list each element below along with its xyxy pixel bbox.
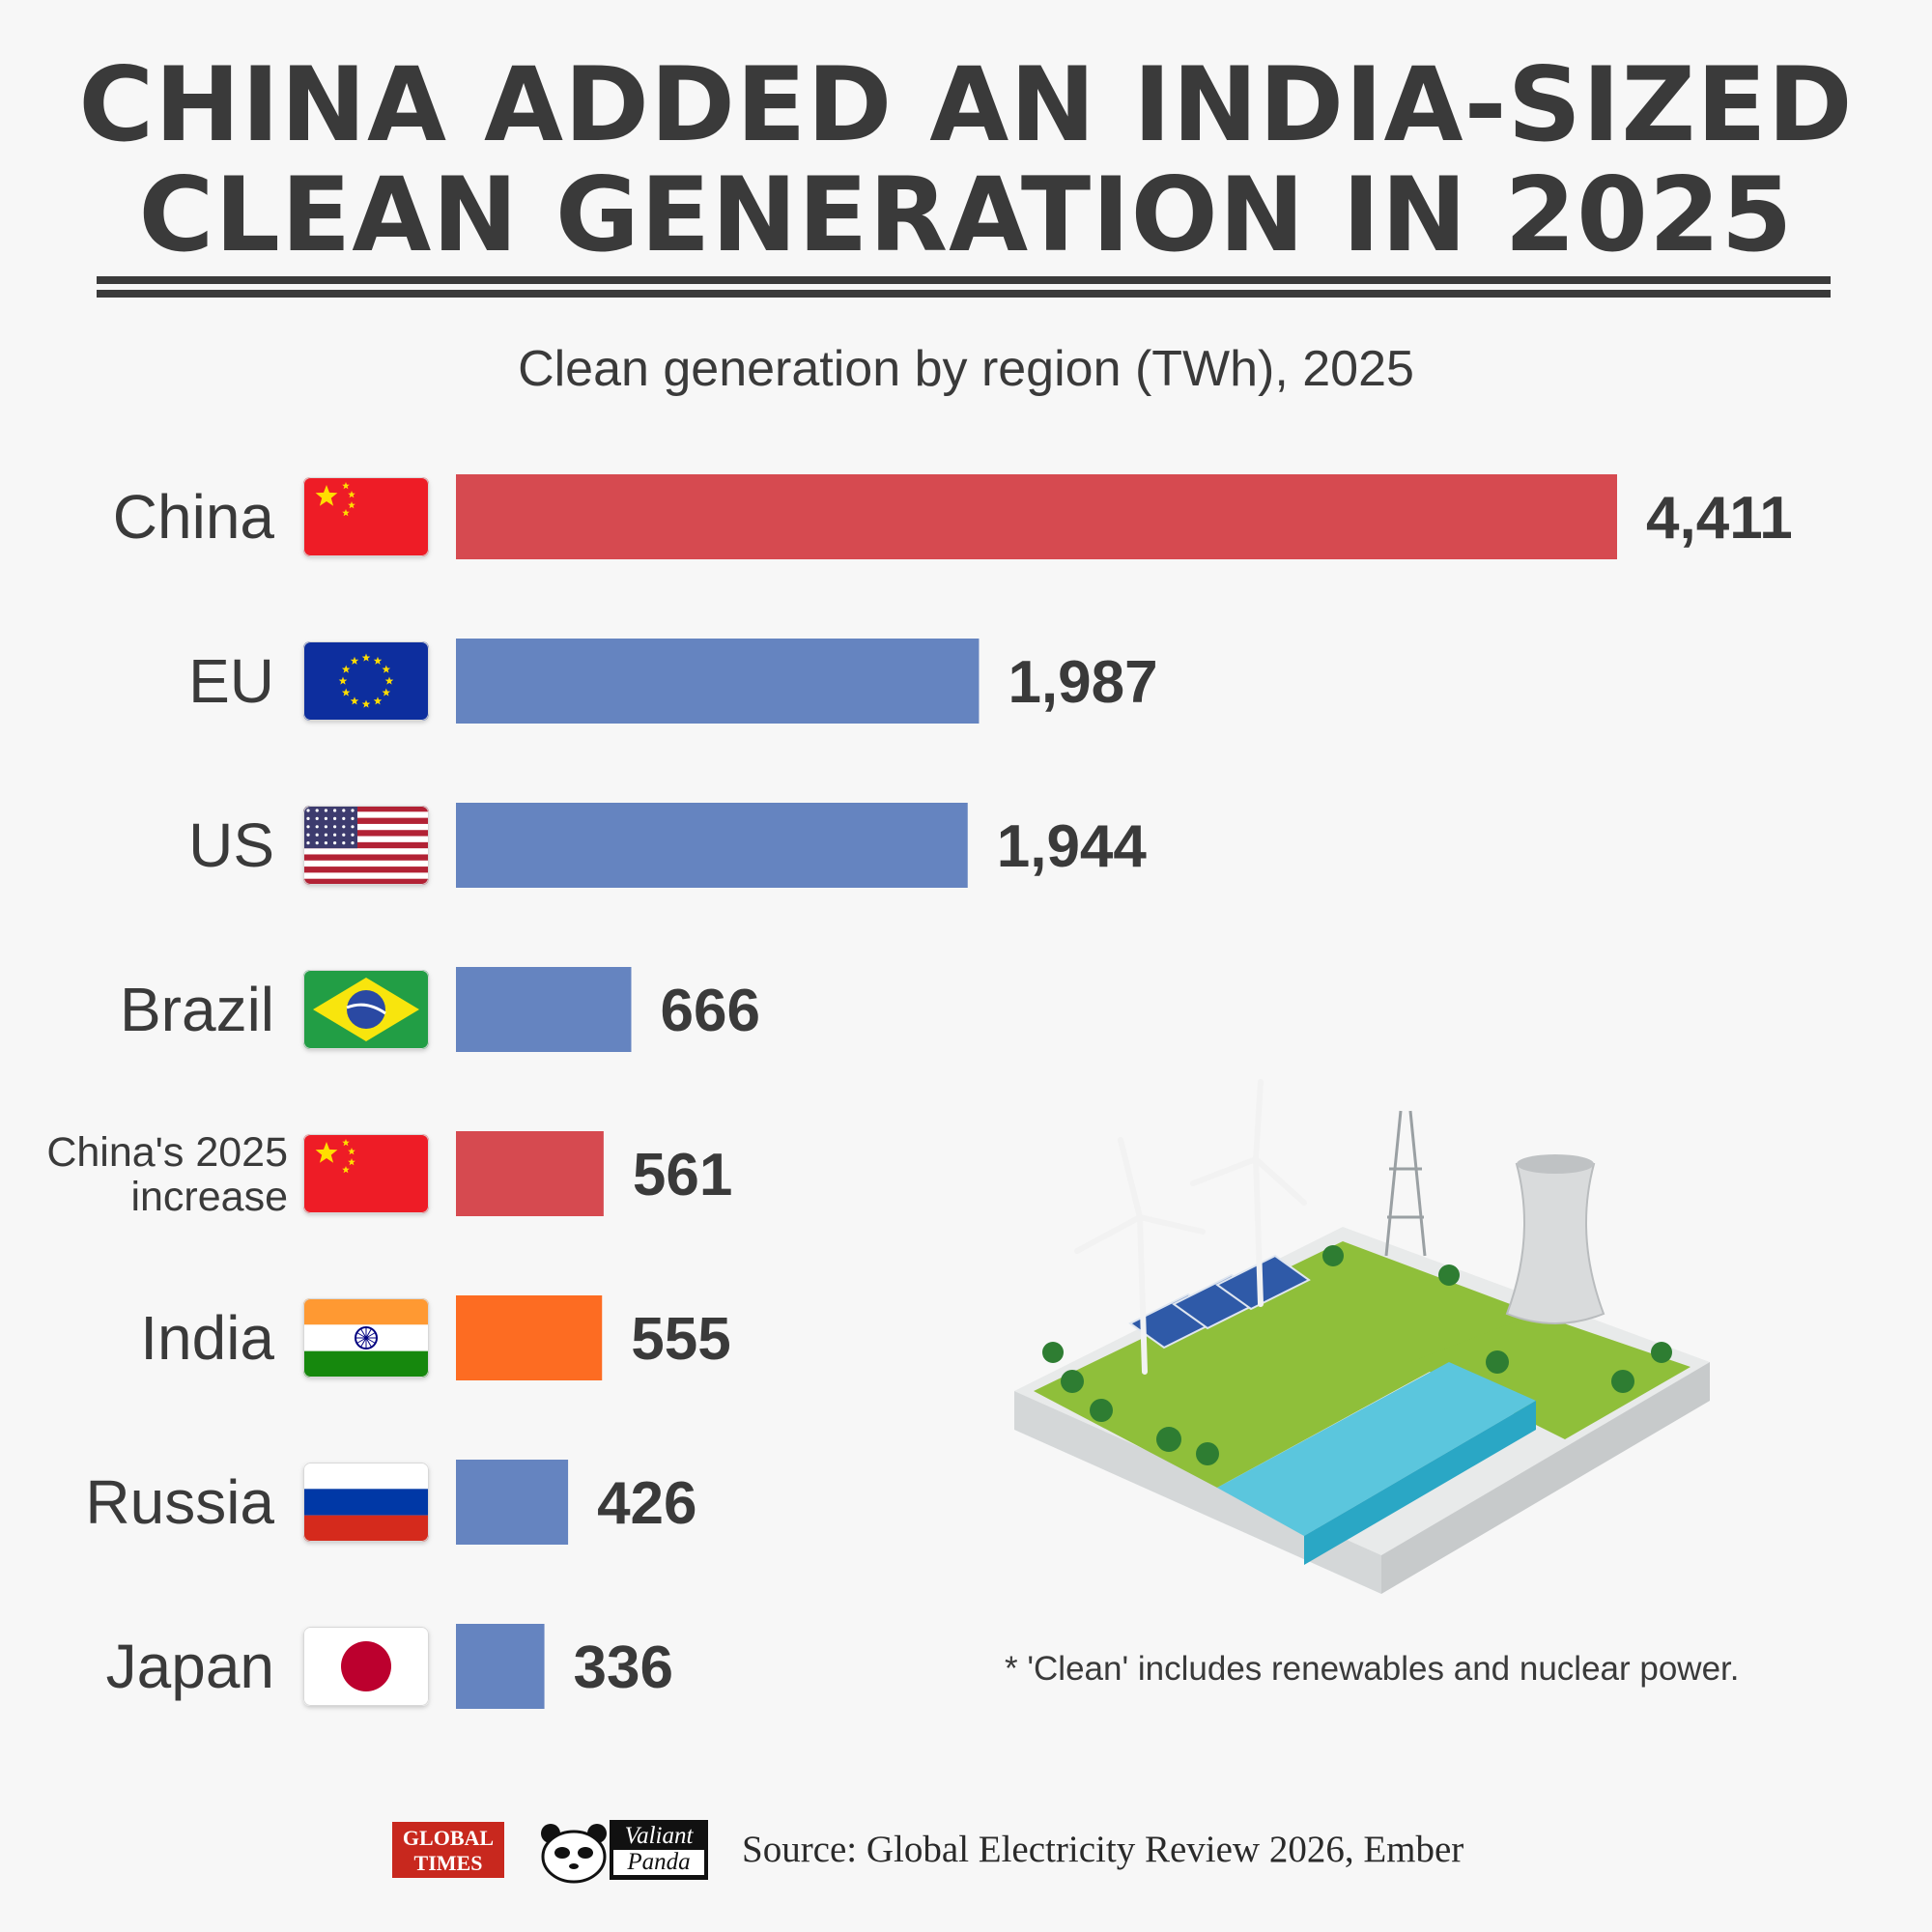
value-label: 555 — [631, 1306, 730, 1373]
russia-flag-icon — [303, 1463, 429, 1542]
brazil-flag-icon — [303, 970, 429, 1049]
category-label: Japan — [106, 1632, 274, 1701]
category-label: China — [113, 482, 275, 552]
category-label: EU — [188, 646, 274, 716]
clean-definition-note: * 'Clean' includes renewables and nuclea… — [1005, 1650, 1740, 1688]
category-label: China's 2025 increase — [46, 1129, 288, 1220]
value-label: 336 — [574, 1634, 673, 1701]
us-flag-icon — [303, 806, 429, 885]
page-title: CHINA ADDED AN INDIA-SIZED CLEAN GENERAT… — [0, 50, 1932, 270]
title-divider-bottom — [97, 290, 1831, 298]
china-flag-icon — [303, 477, 429, 556]
value-label: 426 — [597, 1470, 696, 1537]
bar — [456, 474, 1617, 559]
category-label: Russia — [85, 1467, 274, 1537]
bar-chart: China 4,411 EU 1,987 US 1,944 Brazil 666 China's… — [46, 474, 1793, 1709]
title-line-2: CLEAN GENERATION IN 2025 — [138, 156, 1794, 274]
valiant-panda-logo: Valiant Panda — [537, 1816, 711, 1886]
bar — [456, 967, 632, 1052]
eu-flag-icon — [303, 641, 429, 721]
value-label: 4,411 — [1646, 485, 1793, 552]
source-text: Source: Global Electricity Review 2026, … — [742, 1829, 1464, 1870]
footer: GLOBAL TIMES Valiant Panda Source: Globa… — [0, 1816, 1932, 1893]
global-times-logo: GLOBAL TIMES — [392, 1822, 504, 1878]
bar — [456, 639, 980, 724]
value-label: 1,987 — [1008, 649, 1157, 716]
india-flag-icon — [303, 1298, 429, 1378]
china-flag-icon — [303, 1134, 429, 1213]
bar — [456, 1131, 604, 1216]
title-line-1: CHINA ADDED AN INDIA-SIZED — [78, 45, 1854, 164]
bar — [456, 1460, 569, 1545]
chart-subtitle: Clean generation by region (TWh), 2025 — [518, 341, 1414, 397]
category-label: US — [188, 810, 274, 880]
bar — [456, 1295, 603, 1380]
category-label: Brazil — [120, 975, 274, 1044]
bar — [456, 803, 968, 888]
panda-icon — [541, 1824, 607, 1884]
category-label: India — [140, 1303, 274, 1373]
bar — [456, 1624, 545, 1709]
japan-flag-icon — [303, 1627, 429, 1706]
value-label: 561 — [633, 1142, 732, 1208]
value-label: 666 — [660, 978, 759, 1044]
clean-energy-illustration — [1014, 1079, 1710, 1594]
title-divider-top — [97, 276, 1831, 284]
value-label: 1,944 — [997, 813, 1148, 880]
